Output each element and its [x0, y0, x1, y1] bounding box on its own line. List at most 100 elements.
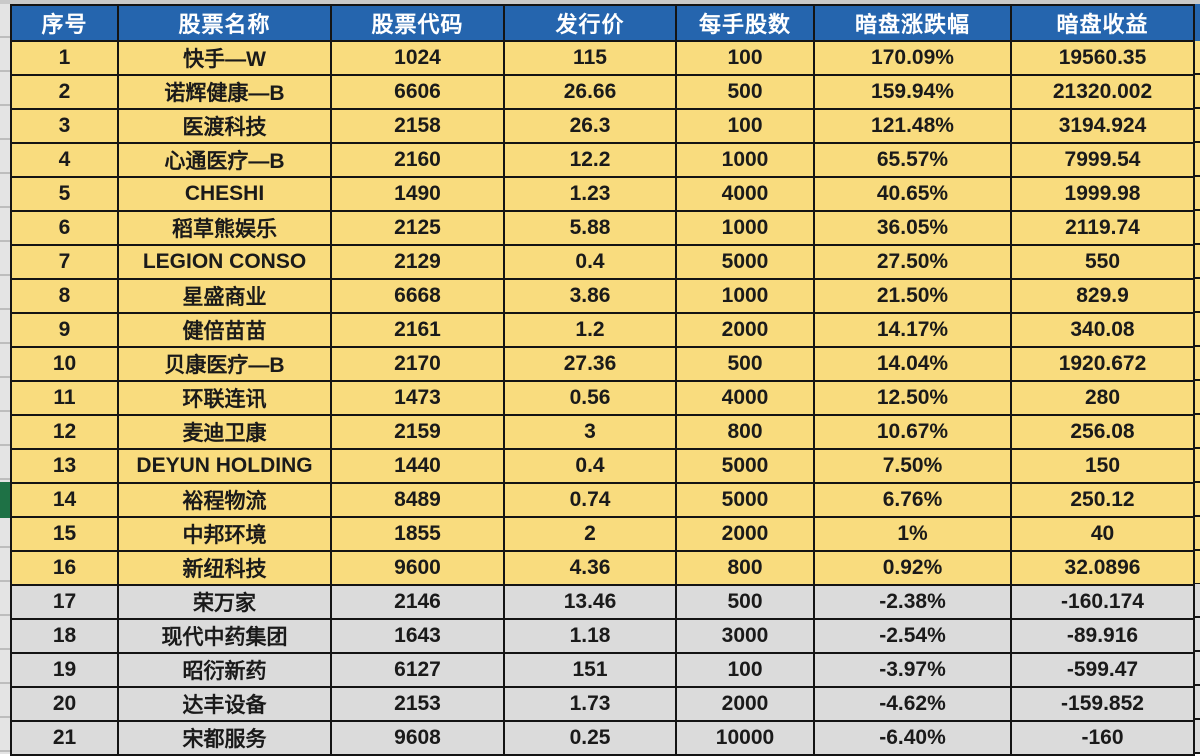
- cell-profit[interactable]: 32.0896: [1010, 550, 1195, 586]
- column-header-no[interactable]: 序号: [10, 4, 119, 42]
- cell-change[interactable]: 21.50%: [813, 278, 1012, 314]
- cell-no[interactable]: 18: [10, 618, 119, 654]
- cell-lot[interactable]: 100: [675, 108, 815, 144]
- cell-price[interactable]: 2: [503, 516, 677, 552]
- cell-no[interactable]: 19: [10, 652, 119, 688]
- cell-profit[interactable]: 1920.672: [1010, 346, 1195, 382]
- cell-code[interactable]: 9600: [330, 550, 505, 586]
- cell-code[interactable]: 6668: [330, 278, 505, 314]
- cell-code[interactable]: 9608: [330, 720, 505, 756]
- cell-name[interactable]: 麦迪卫康: [117, 414, 332, 450]
- cell-name[interactable]: 环联连讯: [117, 380, 332, 416]
- cell-lot[interactable]: 100: [675, 40, 815, 76]
- cell-lot[interactable]: 800: [675, 414, 815, 450]
- cell-change[interactable]: 0.92%: [813, 550, 1012, 586]
- cell-name[interactable]: 现代中药集团: [117, 618, 332, 654]
- cell-profit[interactable]: 21320.002: [1010, 74, 1195, 110]
- cell-profit[interactable]: -89.916: [1010, 618, 1195, 654]
- cell-no[interactable]: 4: [10, 142, 119, 178]
- cell-lot[interactable]: 800: [675, 550, 815, 586]
- cell-change[interactable]: -2.54%: [813, 618, 1012, 654]
- cell-profit[interactable]: 256.08: [1010, 414, 1195, 450]
- cell-name[interactable]: DEYUN HOLDING: [117, 448, 332, 484]
- cell-price[interactable]: 1.23: [503, 176, 677, 212]
- cell-price[interactable]: 26.66: [503, 74, 677, 110]
- cell-lot[interactable]: 500: [675, 74, 815, 110]
- column-header-profit[interactable]: 暗盘收益: [1010, 4, 1195, 42]
- cell-lot[interactable]: 3000: [675, 618, 815, 654]
- cell-profit[interactable]: 829.9: [1010, 278, 1195, 314]
- column-header-name[interactable]: 股票名称: [117, 4, 332, 42]
- cell-name[interactable]: 健倍苗苗: [117, 312, 332, 348]
- cell-no[interactable]: 8: [10, 278, 119, 314]
- cell-profit[interactable]: 2119.74: [1010, 210, 1195, 246]
- cell-no[interactable]: 11: [10, 380, 119, 416]
- cell-profit[interactable]: 40: [1010, 516, 1195, 552]
- cell-price[interactable]: 1.18: [503, 618, 677, 654]
- cell-code[interactable]: 2161: [330, 312, 505, 348]
- cell-code[interactable]: 2146: [330, 584, 505, 620]
- cell-profit[interactable]: 340.08: [1010, 312, 1195, 348]
- cell-price[interactable]: 0.4: [503, 244, 677, 280]
- cell-name[interactable]: LEGION CONSO: [117, 244, 332, 280]
- cell-lot[interactable]: 1000: [675, 142, 815, 178]
- cell-no[interactable]: 16: [10, 550, 119, 586]
- cell-name[interactable]: 裕程物流: [117, 482, 332, 518]
- cell-profit[interactable]: -160: [1010, 720, 1195, 756]
- cell-price[interactable]: 12.2: [503, 142, 677, 178]
- cell-no[interactable]: 3: [10, 108, 119, 144]
- cell-code[interactable]: 6606: [330, 74, 505, 110]
- cell-profit[interactable]: 250.12: [1010, 482, 1195, 518]
- column-header-code[interactable]: 股票代码: [330, 4, 505, 42]
- cell-no[interactable]: 6: [10, 210, 119, 246]
- cell-price[interactable]: 1.73: [503, 686, 677, 722]
- cell-change[interactable]: -6.40%: [813, 720, 1012, 756]
- cell-lot[interactable]: 500: [675, 584, 815, 620]
- cell-name[interactable]: 贝康医疗—B: [117, 346, 332, 382]
- cell-price[interactable]: 0.74: [503, 482, 677, 518]
- cell-change[interactable]: 14.04%: [813, 346, 1012, 382]
- cell-code[interactable]: 2153: [330, 686, 505, 722]
- cell-price[interactable]: 4.36: [503, 550, 677, 586]
- cell-change[interactable]: 7.50%: [813, 448, 1012, 484]
- cell-price[interactable]: 27.36: [503, 346, 677, 382]
- cell-no[interactable]: 1: [10, 40, 119, 76]
- cell-name[interactable]: 新纽科技: [117, 550, 332, 586]
- cell-code[interactable]: 1490: [330, 176, 505, 212]
- cell-price[interactable]: 151: [503, 652, 677, 688]
- column-header-price[interactable]: 发行价: [503, 4, 677, 42]
- cell-change[interactable]: 40.65%: [813, 176, 1012, 212]
- cell-no[interactable]: 17: [10, 584, 119, 620]
- cell-price[interactable]: 3.86: [503, 278, 677, 314]
- cell-change[interactable]: -3.97%: [813, 652, 1012, 688]
- cell-name[interactable]: 宋都服务: [117, 720, 332, 756]
- cell-change[interactable]: 65.57%: [813, 142, 1012, 178]
- cell-code[interactable]: 2158: [330, 108, 505, 144]
- cell-lot[interactable]: 5000: [675, 448, 815, 484]
- cell-no[interactable]: 15: [10, 516, 119, 552]
- column-header-lot[interactable]: 每手股数: [675, 4, 815, 42]
- cell-change[interactable]: -4.62%: [813, 686, 1012, 722]
- cell-no[interactable]: 12: [10, 414, 119, 450]
- cell-price[interactable]: 26.3: [503, 108, 677, 144]
- cell-code[interactable]: 2129: [330, 244, 505, 280]
- cell-lot[interactable]: 1000: [675, 210, 815, 246]
- cell-name[interactable]: 稻草熊娱乐: [117, 210, 332, 246]
- column-header-change[interactable]: 暗盘涨跌幅: [813, 4, 1012, 42]
- cell-no[interactable]: 9: [10, 312, 119, 348]
- cell-lot[interactable]: 500: [675, 346, 815, 382]
- cell-name[interactable]: 诺辉健康—B: [117, 74, 332, 110]
- cell-price[interactable]: 5.88: [503, 210, 677, 246]
- cell-code[interactable]: 2125: [330, 210, 505, 246]
- cell-price[interactable]: 1.2: [503, 312, 677, 348]
- cell-lot[interactable]: 4000: [675, 380, 815, 416]
- cell-price[interactable]: 0.56: [503, 380, 677, 416]
- cell-price[interactable]: 115: [503, 40, 677, 76]
- cell-profit[interactable]: 280: [1010, 380, 1195, 416]
- cell-lot[interactable]: 2000: [675, 312, 815, 348]
- cell-lot[interactable]: 2000: [675, 686, 815, 722]
- cell-profit[interactable]: 550: [1010, 244, 1195, 280]
- cell-no[interactable]: 14: [10, 482, 119, 518]
- cell-change[interactable]: 1%: [813, 516, 1012, 552]
- cell-change[interactable]: 12.50%: [813, 380, 1012, 416]
